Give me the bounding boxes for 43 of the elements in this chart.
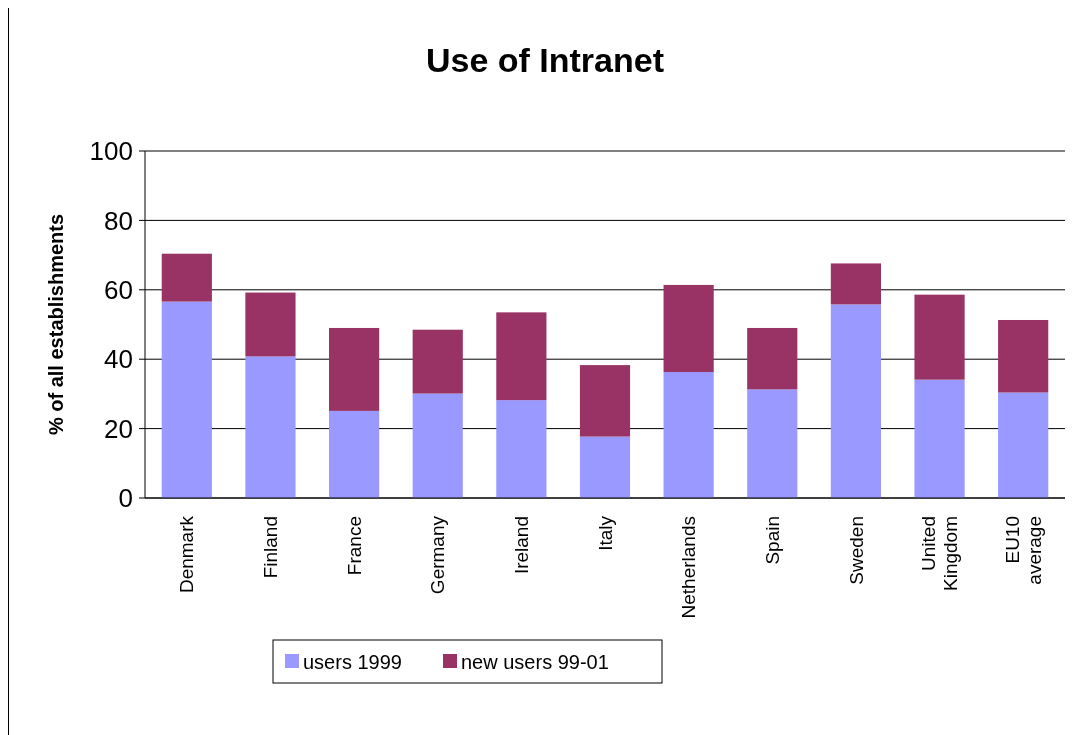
bar: [412, 329, 463, 394]
bar: [579, 365, 631, 437]
bar: [914, 379, 965, 498]
bar: [245, 292, 296, 357]
bar: [747, 389, 798, 498]
x-tick-label: United Kingdom: [918, 516, 962, 591]
bar: [329, 410, 380, 498]
y-tick-label: 100: [89, 136, 133, 167]
bar: [830, 263, 881, 305]
legend-label: users 1999: [303, 651, 402, 673]
y-tick-label: 80: [104, 205, 133, 236]
bar: [329, 327, 380, 411]
y-tick-label: 60: [104, 274, 133, 305]
bar: [747, 327, 798, 390]
bar: [663, 284, 714, 373]
bar: [412, 393, 463, 498]
bar: [914, 294, 965, 380]
x-tick-label: Finland: [260, 516, 282, 579]
x-tick-label: Germany: [427, 515, 449, 595]
y-tick-label: 20: [104, 413, 133, 444]
x-tick-label: Italy: [594, 515, 616, 551]
x-tick-label: Denmark: [176, 515, 198, 594]
x-tick-label: Ireland: [511, 516, 533, 575]
y-tick-label: 40: [104, 344, 133, 375]
bar: [579, 436, 631, 498]
x-tick-label: EU10 average: [1001, 516, 1045, 585]
bar: [161, 253, 212, 302]
bar: [998, 319, 1049, 393]
y-tick-label: 0: [118, 483, 133, 514]
bar: [245, 356, 296, 498]
bar: [663, 372, 714, 498]
bar: [496, 400, 547, 498]
x-tick-label: Netherlands: [678, 516, 700, 619]
x-tick-label: Spain: [761, 516, 783, 565]
chart-title: Use of Intranet: [425, 41, 665, 79]
x-tick-label: Sweden: [845, 516, 867, 585]
y-axis-title: % of all establishments: [45, 213, 67, 436]
bar: [830, 304, 881, 498]
x-tick-label: France: [343, 516, 365, 576]
bar: [161, 301, 212, 498]
bar: [998, 392, 1049, 498]
legend-label: new users 99-01: [461, 651, 609, 673]
bar: [496, 312, 547, 401]
